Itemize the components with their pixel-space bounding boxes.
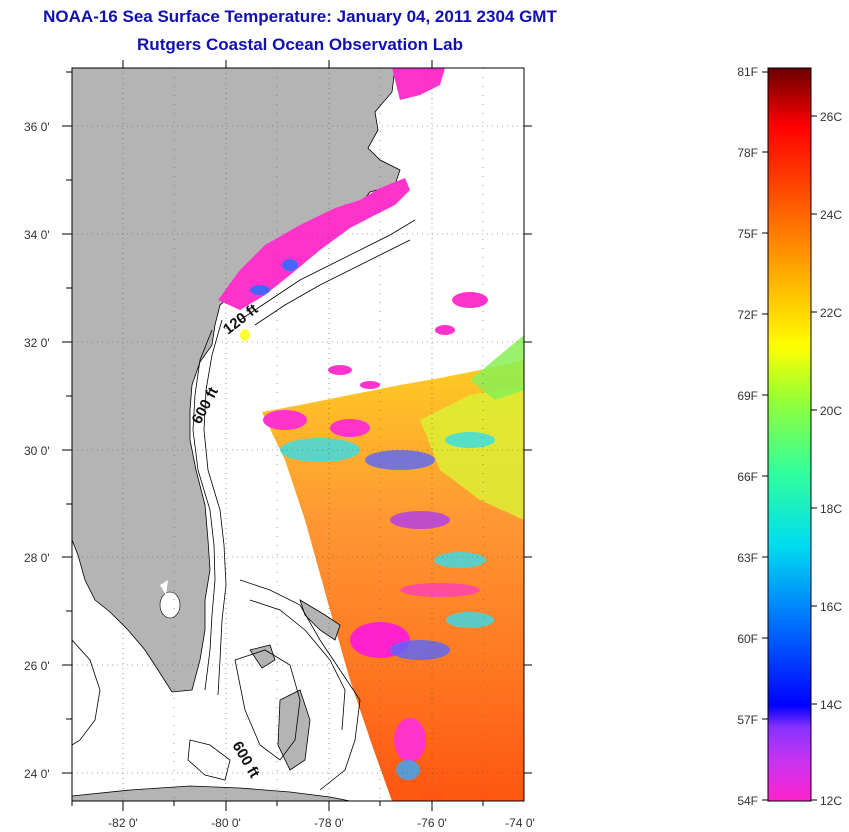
lat-label: 34 0' <box>24 228 50 242</box>
lon-label: -74 0' <box>505 816 535 830</box>
colorbar-f-label: 66F <box>737 470 758 484</box>
lat-label: 26 0' <box>24 659 50 673</box>
cloud-cloud-patches <box>263 292 495 780</box>
land-bahamas <box>249 599 341 771</box>
colorbar-c-label: 12C <box>820 794 842 808</box>
north-cloud-patch <box>392 68 445 100</box>
colorbar-f-label: 69F <box>737 389 758 403</box>
colorbar-f-label: 57F <box>737 713 758 727</box>
colorbar-c-label: 18C <box>820 502 842 516</box>
coastal-cloud-band <box>218 178 410 310</box>
axis-ticks <box>62 60 532 811</box>
lat-label: 36 0' <box>24 120 50 134</box>
lon-label: -76 0' <box>417 816 447 830</box>
colorbar-c-label: 20C <box>820 404 842 418</box>
land-cuba <box>72 785 351 801</box>
lon-label: -78 0' <box>314 816 344 830</box>
colorbar-c-label: 26C <box>820 110 842 124</box>
colorbar-f-label: 81F <box>737 65 758 79</box>
inland-water <box>160 580 168 595</box>
colorbar-f-label: 63F <box>737 551 758 565</box>
colorbar-gradient <box>767 67 812 802</box>
map-frame <box>71 67 525 802</box>
lat-label: 28 0' <box>24 551 50 565</box>
colorbar-c-label: 14C <box>820 698 842 712</box>
lat-label: 24 0' <box>24 767 50 781</box>
colorbar-f-label: 72F <box>737 308 758 322</box>
lat-label: 32 0' <box>24 336 50 350</box>
lon-label: -82 0' <box>108 816 138 830</box>
warm-water-patch <box>420 385 524 520</box>
map-title: NOAA-16 Sea Surface Temperature: January… <box>43 7 557 26</box>
colorbar-f-label: 75F <box>737 227 758 241</box>
latitude-labels: 36 0' 34 0' 32 0' 30 0' 28 0' 26 0' 24 0… <box>24 120 50 781</box>
colorbar-f-label: 60F <box>737 632 758 646</box>
lake-okeechobee <box>159 591 181 619</box>
colorbar-c-label: 24C <box>820 208 842 222</box>
graticule <box>72 68 524 801</box>
cold-eddy <box>250 285 270 295</box>
lon-label: -80 0' <box>211 816 241 830</box>
lat-label: 30 0' <box>24 444 50 458</box>
colorbar-f-label: 54F <box>737 794 758 808</box>
colorbar-f-label: 78F <box>737 146 758 160</box>
warm-eddy <box>240 329 250 341</box>
colorbar: 81F 78F 75F 72F 69F 66F 63F 60F 57F 54F … <box>737 65 842 808</box>
colorbar-c-label: 16C <box>820 600 842 614</box>
longitude-labels: -82 0' -80 0' -78 0' -76 0' -74 0' <box>108 816 535 830</box>
colorbar-c-label: 22C <box>820 306 842 320</box>
cold-eddy <box>282 259 298 271</box>
map-subtitle: Rutgers Coastal Ocean Observation Lab <box>137 35 463 54</box>
isobath-contours <box>72 219 416 791</box>
cool-water-patch <box>470 335 524 400</box>
